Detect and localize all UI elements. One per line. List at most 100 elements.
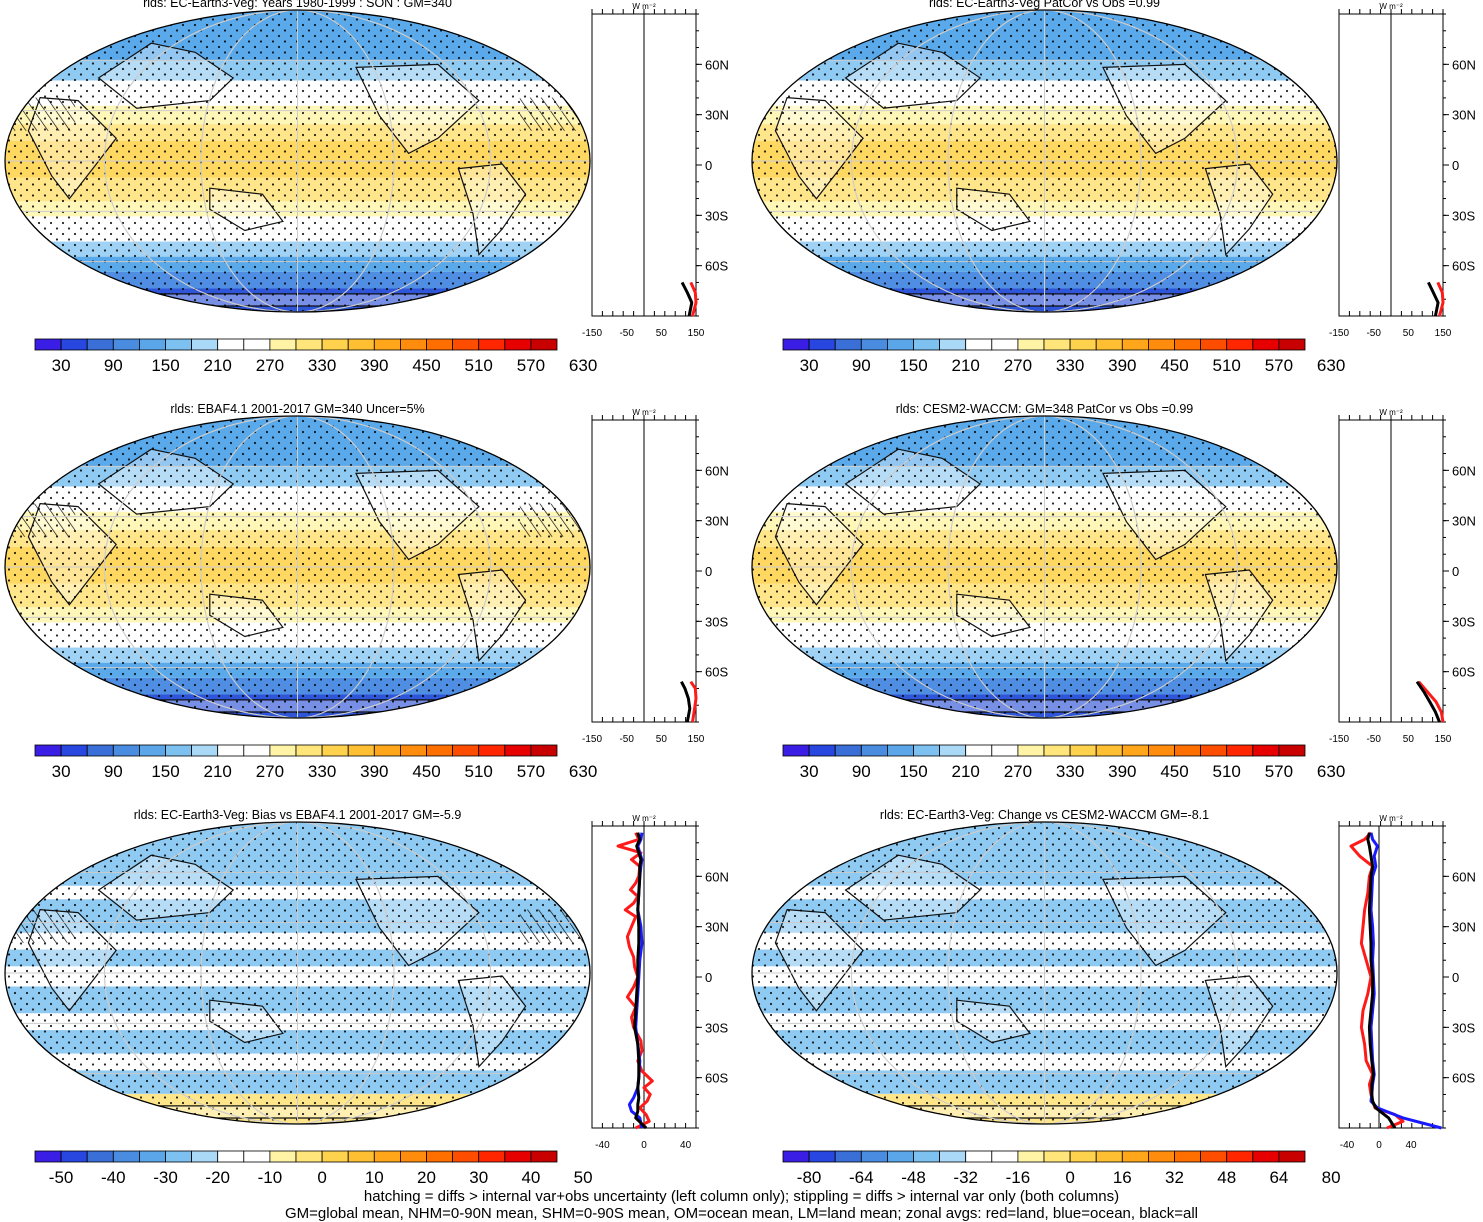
y-tick-label: 60S xyxy=(1452,259,1475,274)
colorbar-box xyxy=(1070,1151,1096,1162)
colorbar-box xyxy=(139,745,165,756)
colorbar-label: 150 xyxy=(151,762,179,781)
colorbar-label: 390 xyxy=(360,356,388,375)
colorbar-box xyxy=(1279,745,1305,756)
colorbar-label: 30 xyxy=(52,762,71,781)
colorbar-box xyxy=(914,745,940,756)
colorbar-label: 90 xyxy=(852,356,871,375)
colorbar-box xyxy=(1175,745,1201,756)
x-tick-label: 40 xyxy=(1405,1140,1417,1151)
colorbar-box xyxy=(35,339,61,350)
map-title: rlds: EC-Earth3-Veg: Bias vs EBAF4.1 200… xyxy=(134,808,462,822)
x-tick-label: 40 xyxy=(680,1140,692,1151)
colorbar-box xyxy=(992,745,1018,756)
colorbar-box xyxy=(966,339,992,350)
x-tick-label: -150 xyxy=(1329,328,1349,339)
hatching xyxy=(5,504,75,537)
x-tick-label: 150 xyxy=(1435,734,1452,745)
x-tick-label: -50 xyxy=(619,734,634,745)
map-title: rlds: EC-Earth3-Veg: Years 1980-1999 : S… xyxy=(143,0,452,10)
colorbar-label: 16 xyxy=(1113,1168,1132,1187)
colorbar-box xyxy=(453,339,479,350)
y-tick-label: 30S xyxy=(705,614,728,629)
colorbar-box xyxy=(87,745,113,756)
colorbar-box xyxy=(783,1151,809,1162)
colorbar-box xyxy=(87,1151,113,1162)
colorbar-box xyxy=(1201,339,1227,350)
colorbar-box xyxy=(1070,339,1096,350)
colorbar-box xyxy=(505,745,531,756)
colorbar-label: 510 xyxy=(465,762,493,781)
colorbar-box xyxy=(809,339,835,350)
y-tick-label: 30S xyxy=(1452,208,1475,223)
colorbar-box xyxy=(783,339,809,350)
series-all-line xyxy=(681,682,689,722)
series-land-line xyxy=(1351,833,1403,1128)
units-label: W m⁻² xyxy=(1379,814,1403,823)
colorbar-box xyxy=(783,745,809,756)
colorbar-label: -64 xyxy=(849,1168,874,1187)
colorbar-box xyxy=(1122,745,1148,756)
map-title: rlds: EC-Earth3-Veg PatCor vs Obs =0.99 xyxy=(929,0,1160,10)
colorbar-box xyxy=(139,339,165,350)
colorbar-box xyxy=(113,745,139,756)
colorbar-box xyxy=(218,745,244,756)
colorbar-box xyxy=(505,339,531,350)
x-tick-label: 150 xyxy=(688,734,705,745)
colorbar-box xyxy=(966,1151,992,1162)
colorbar-box xyxy=(1253,745,1279,756)
x-tick-label: -50 xyxy=(1366,734,1381,745)
hatching xyxy=(5,98,75,131)
map-field xyxy=(5,8,590,314)
colorbar-box xyxy=(296,339,322,350)
y-tick-label: 60N xyxy=(705,869,729,884)
panel-5: rlds: EC-Earth3-Veg: Bias vs EBAF4.1 200… xyxy=(5,808,729,1187)
colorbar-box xyxy=(192,1151,218,1162)
map-title: rlds: CESM2-WACCM: GM=348 PatCor vs Obs … xyxy=(896,402,1194,416)
x-tick-label: -50 xyxy=(1366,328,1381,339)
colorbar-label: 510 xyxy=(1213,356,1241,375)
colorbar-box xyxy=(1279,339,1305,350)
colorbar-box xyxy=(966,745,992,756)
colorbar-box xyxy=(1096,1151,1122,1162)
series-land-line xyxy=(618,833,652,1128)
series-all-line xyxy=(682,282,692,316)
colorbar-label: 450 xyxy=(412,356,440,375)
colorbar-label: 30 xyxy=(800,762,819,781)
x-tick-label: -40 xyxy=(1340,1140,1355,1151)
colorbar-label: 90 xyxy=(104,356,123,375)
colorbar-box xyxy=(1279,1151,1305,1162)
colorbar-label: 270 xyxy=(256,356,284,375)
map-field xyxy=(752,8,1337,314)
colorbar-box xyxy=(61,745,87,756)
colorbar-box xyxy=(400,1151,426,1162)
colorbar-box xyxy=(861,745,887,756)
panel-1: rlds: EC-Earth3-Veg: Years 1980-1999 : S… xyxy=(5,0,729,375)
colorbar-label: 570 xyxy=(517,356,545,375)
colorbar-box xyxy=(1044,339,1070,350)
colorbar-box xyxy=(166,745,192,756)
panel-3: rlds: EBAF4.1 2001-2017 GM=340 Uncer=5%3… xyxy=(5,402,729,781)
y-tick-label: 60S xyxy=(1452,665,1475,680)
x-tick-label: 0 xyxy=(641,1140,647,1151)
colorbar-box xyxy=(1122,1151,1148,1162)
map-field xyxy=(5,820,590,1126)
colorbar-label: 330 xyxy=(1056,356,1084,375)
colorbar-box xyxy=(531,1151,557,1162)
colorbar-label: 48 xyxy=(1217,1168,1236,1187)
colorbar-label: 0 xyxy=(317,1168,326,1187)
colorbar-box xyxy=(914,339,940,350)
colorbar-label: 330 xyxy=(308,762,336,781)
colorbar-box xyxy=(270,1151,296,1162)
colorbar-label: 0 xyxy=(1065,1168,1074,1187)
colorbar-box xyxy=(374,339,400,350)
colorbar-label: 630 xyxy=(569,356,597,375)
colorbar-label: 150 xyxy=(899,356,927,375)
y-tick-label: 60S xyxy=(705,259,728,274)
colorbar-label: 510 xyxy=(1213,762,1241,781)
colorbar-label: -50 xyxy=(49,1168,74,1187)
